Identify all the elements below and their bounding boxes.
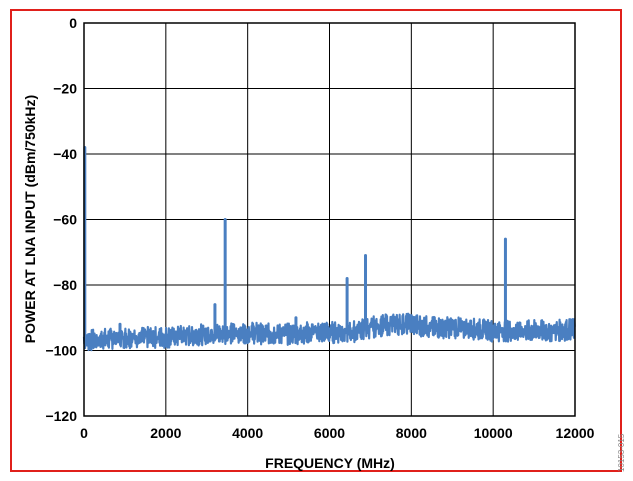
x-tick-label: 10000	[474, 425, 513, 441]
y-tick-label: −60	[53, 212, 77, 228]
y-tick-label: 0	[69, 15, 77, 31]
figure-id-watermark: 10153-015	[617, 433, 626, 472]
y-tick-label: −80	[53, 277, 77, 293]
y-tick-label: −20	[53, 81, 77, 97]
x-tick-label: 12000	[556, 425, 595, 441]
plot-border	[83, 22, 576, 417]
x-tick-label: 6000	[314, 425, 345, 441]
y-tick-labels: 0 −20 −40 −60 −80 −100 −120	[45, 15, 77, 424]
x-tick-label: 0	[80, 425, 88, 441]
x-tick-label: 2000	[150, 425, 181, 441]
series-power	[82, 145, 576, 352]
noise-floor-trace	[82, 312, 576, 352]
y-tick-label: −100	[45, 343, 77, 359]
x-axis-title: FREQUENCY (MHz)	[265, 455, 395, 471]
x-tick-label: 8000	[396, 425, 427, 441]
x-tick-label: 4000	[232, 425, 263, 441]
x-tick-labels: 0 2000 4000 6000 8000 10000 12000	[80, 425, 595, 441]
y-axis-title: POWER AT LNA INPUT (dBm/750kHz)	[22, 95, 38, 343]
y-tick-label: −120	[45, 408, 77, 424]
red-border	[10, 9, 622, 472]
grid	[84, 23, 575, 416]
y-tick-label: −40	[53, 146, 77, 162]
